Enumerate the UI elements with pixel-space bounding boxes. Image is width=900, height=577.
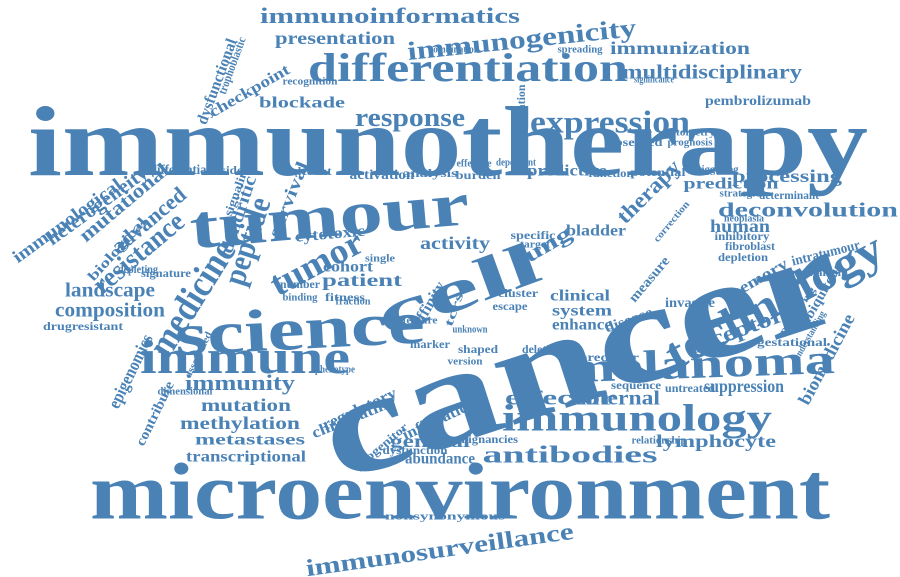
word-abundance: abundance [405,451,475,468]
word-marker: marker [410,337,451,351]
word-multidisciplinary: multidisciplinary [622,62,802,84]
word-deletion: deletion [522,342,562,356]
word-pembrolizumab: pembrolizumab [705,94,811,109]
word-depleting: depleting [118,262,158,276]
word-recognition: recognition [283,76,338,87]
word-immunoinformatics: immunoinformatics [260,3,521,28]
word-malignancies: malignancies [448,432,518,446]
word-binding: binding [283,292,318,303]
word-immune: immune [140,331,350,384]
word-human: human [710,216,770,236]
word-cohort: cohort [323,259,374,276]
word-specific: specific [511,228,557,242]
word-phenotype: phenotype [315,364,356,375]
word-invasive: invasive [665,296,715,311]
word-suppression: suppression [704,376,784,396]
word-combination: combination [429,44,479,55]
word-escape: escape [493,299,529,313]
word-dimensional: dimensional [158,386,213,397]
word-activity: activity [420,233,490,253]
word-cluster: cluster [498,286,539,300]
word-prediction: prediction [684,176,779,193]
word-immunology: immunology [502,398,772,440]
word-composition: composition [55,300,165,322]
word-processing: processing [732,166,842,186]
word-microenvironment: microenvironment [90,448,830,536]
word-neoplasia: neoplasia [724,213,764,224]
word-strategies: strategies [720,188,765,199]
word-bladder: bladder [566,223,626,240]
word-untreated: untreated [665,381,715,395]
word-antibodies: antibodies [483,443,658,469]
word-number: number [280,277,321,291]
word-unknown: unknown [453,324,488,335]
word-relevant: relevant [287,164,332,178]
word-drugresistant: drugresistant [43,319,123,333]
word-lymphocyte: lymphocyte [656,431,776,451]
word-patient: patient [322,270,402,290]
word-population: population [514,84,528,139]
word-version: version [448,356,483,367]
word-general: general [390,431,470,451]
word-science: science [173,289,426,368]
word-gestational: gestational [757,335,828,349]
word-sequence: sequence [611,378,662,392]
word-mutation: mutation [201,395,291,415]
word-dependent: dependent [496,157,537,168]
word-spreading: spreading [558,44,603,55]
word-clinical: clinical [550,288,611,305]
word-function: function [589,166,634,180]
word-signature: signature [141,266,192,280]
word-fitness: fitness [325,290,365,304]
word-nonsynonymous: nonsynonymous [385,511,506,523]
word-immunotherapy: immunotherapy [28,86,868,197]
word-single: single [365,253,396,264]
word-internal: internal [580,388,661,410]
word-metastases: metastases [195,432,305,449]
word-significance: significance [634,74,674,85]
word-immunity: immunity [185,370,295,395]
word-mechanism: mechanism [788,265,848,279]
word-differentiation: differentiation [308,45,628,90]
word-enhance: enhance [552,317,612,334]
word-presentation: presentation [275,28,395,48]
word-shaped: shaped [458,342,498,356]
word-dysfunction: dysfunction [383,443,448,457]
word-expression: expression [530,103,690,139]
word-depletion: depletion [718,250,768,264]
word-predictive: predictive [527,163,607,180]
word-blockade: blockade [259,95,345,112]
word-resident: resident [210,163,255,177]
word-feature: feature [403,315,439,326]
word-effector: effector [505,388,615,410]
word-burden: burden [456,168,501,182]
word-inhibitory: inhibitory [715,229,770,243]
word-landscape: landscape [65,280,155,302]
word-analysis: analysis [403,166,458,180]
word-transcriptional: transcriptional [186,449,307,466]
word-deconvolution: deconvolution [718,200,898,222]
word-triggering: triggering [694,164,739,175]
word-target: target [520,239,551,250]
word-effective: effective [457,158,493,169]
word-relationship: relationship [632,435,687,446]
word-methylation: methylation [180,413,300,433]
word-response: response [355,103,465,132]
word-potential: potential [631,165,687,179]
word-system: system [552,303,613,320]
word-cytotoxic: cytotoxic [294,223,365,246]
word-observed: observed [608,135,663,149]
word-determinant: determinant [759,188,819,202]
word-fraction: fraction [336,296,371,307]
word-differential: differential [150,163,210,178]
word-melanoma: melanoma [564,337,835,392]
word-cytometry: cytometry [665,127,715,138]
word-prognosis: prognosis [668,137,713,148]
word-predictor: predictor [579,350,640,364]
word-immunization: immunization [610,38,750,58]
word-activation: activation [350,168,415,183]
word-fibroblast: fibroblast [725,239,775,253]
